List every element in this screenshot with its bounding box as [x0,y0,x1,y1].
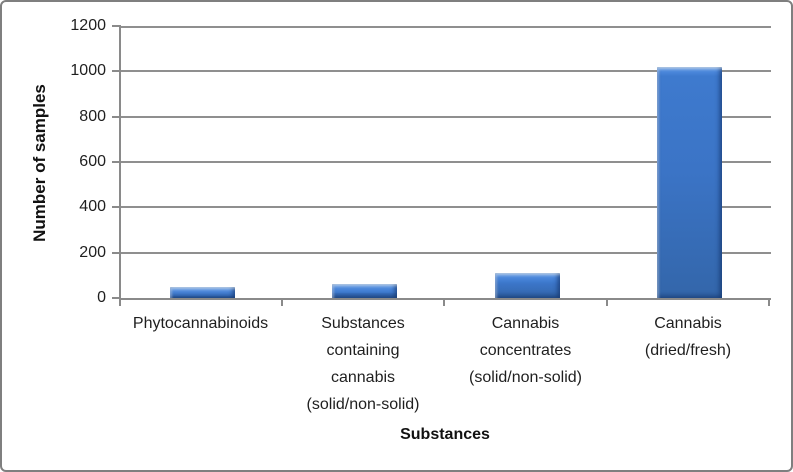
plot-area [119,26,771,300]
y-tick-mark-0 [112,297,121,299]
y-tick-label-800: 800 [79,107,106,125]
gridline-800 [121,115,771,118]
y-tick-label-600: 600 [79,153,106,170]
gridline-1000 [121,70,771,73]
y-tick-label-200: 200 [79,243,106,261]
x-axis-title: Substances [400,426,490,443]
bar-cannabis-concentrates-solid-non-solid [494,273,560,298]
x-tick-mark-4 [768,298,770,306]
gridline-200 [121,251,771,254]
y-tick-mark-200 [112,251,121,254]
y-tick-mark-1000 [112,70,121,73]
y-tick-mark-600 [112,161,121,163]
y-tick-mark-1200 [112,25,121,27]
y-tick-label-400: 400 [79,198,106,216]
x-tick-mark-2 [443,298,445,306]
bar-phytocannabinoids [169,287,235,298]
bar-cannabis-dried-fresh [657,67,723,298]
x-tick-mark-0 [119,298,121,306]
bar-substances-containing-cannabis-solid-non-solid [332,284,398,298]
x-category-label-cannabis-dried-fresh: Cannabis (dried/fresh) [644,315,732,359]
gridline-600 [121,161,771,163]
y-tick-label-1000: 1000 [70,62,106,80]
y-tick-mark-800 [112,115,121,118]
x-category-label-cannabis-concentrates-solid-non-solid: Cannabis concentrates (solid/non-solid) [469,315,582,386]
x-category-label-substances-containing-cannabis-solid-non-solid: Substances containing cannabis (solid/no… [306,315,420,413]
gridline-400 [121,206,771,209]
x-category-label-phytocannabinoids: Phytocannabinoids [132,315,269,332]
x-tick-mark-1 [281,298,283,306]
gridline-1200 [121,26,771,28]
y-tick-mark-400 [112,206,121,209]
y-tick-label-0: 0 [97,289,106,306]
x-tick-mark-3 [606,298,608,306]
y-tick-label-1200: 1200 [70,17,106,34]
